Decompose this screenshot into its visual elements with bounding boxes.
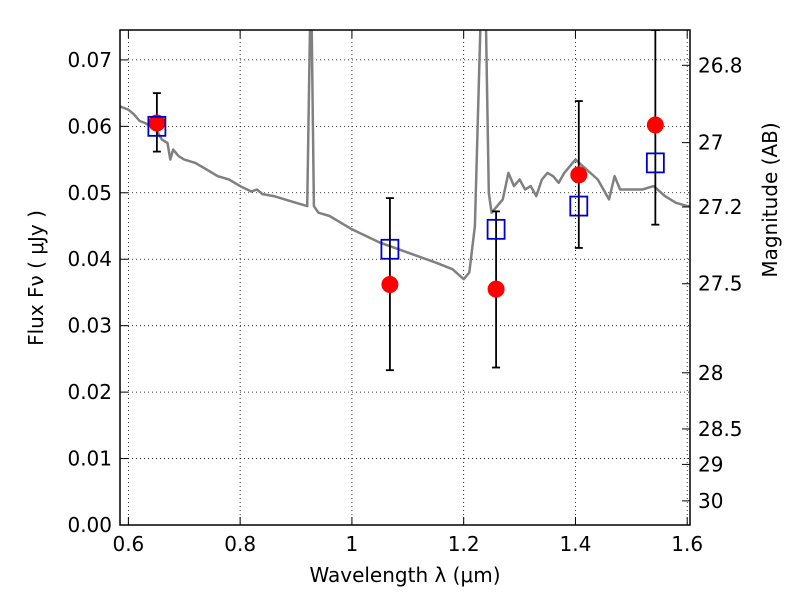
mag-tick-label: 27 [698, 131, 723, 155]
model-photometry-point [147, 115, 167, 137]
y-tick-label: 0.04 [67, 247, 112, 271]
x-axis-label: Wavelength λ (μm) [309, 563, 500, 587]
mag-tick-label: 27.2 [698, 195, 743, 219]
x-tick-label: 0.8 [224, 532, 256, 556]
mag-tick-label: 26.8 [698, 53, 743, 77]
ticks: 0.6 0.8 1 1.2 1.4 1.6 0.00 0.01 0.02 0.03 0.04 0.05… [67, 30, 743, 556]
y-tick-label: 0.02 [67, 380, 112, 404]
data-layer [120, 30, 690, 372]
observed-point [381, 275, 399, 293]
x-tick-label: 1 [346, 532, 359, 556]
mag-tick-label: 28 [698, 361, 723, 385]
mag-tick-label: 30 [698, 489, 723, 513]
y-tick-label: 0.03 [67, 314, 112, 338]
observed-point [570, 166, 588, 184]
observed-point [487, 280, 505, 298]
model-photometry-point [486, 218, 506, 240]
plot-frame [119, 29, 691, 526]
y-axis-label: Flux Fν ( μJy ) [24, 210, 48, 346]
y-tick-label: 0.06 [67, 114, 112, 138]
y-tick-label: 0.01 [67, 447, 112, 471]
mag-tick-label: 29 [698, 452, 723, 476]
observed-point [646, 116, 664, 134]
x-tick-label: 1.6 [671, 532, 703, 556]
model-photometry-point [645, 152, 665, 174]
y-tick-label: 0.07 [67, 48, 112, 72]
model-spectrum-line [120, 30, 690, 281]
model-photometry-point [380, 238, 400, 260]
y-tick-label: 0.00 [67, 513, 112, 537]
model-photometry-point [569, 195, 589, 217]
x-tick-label: 1.4 [560, 532, 592, 556]
mag-tick-label: 28.5 [698, 417, 743, 441]
mag-tick-label: 27.5 [698, 272, 743, 296]
x-tick-label: 0.6 [112, 532, 144, 556]
x-tick-label: 1.2 [448, 532, 480, 556]
y-tick-label: 0.05 [67, 181, 112, 205]
y-axis-right-label: Magnitude (AB) [758, 122, 782, 277]
